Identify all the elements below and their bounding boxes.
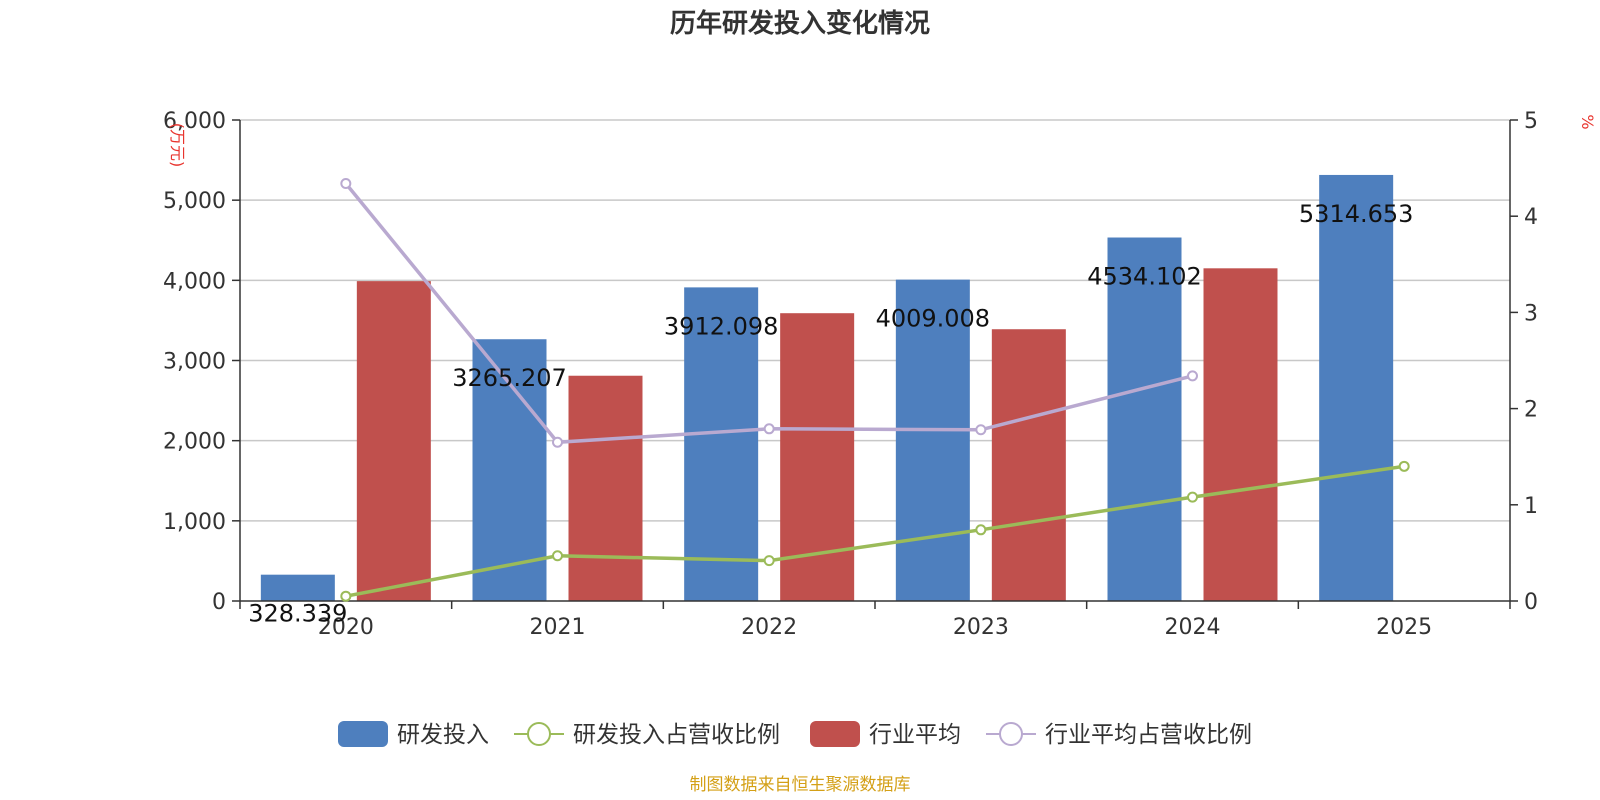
left-axis-unit: (万元) <box>168 123 187 168</box>
x-axis-tick-label: 2020 <box>318 615 374 640</box>
source-note: 制图数据来自恒生聚源数据库 <box>690 775 911 795</box>
data-labels: 328.339 3265.207 3912.098 4009.008 4534.102 5… <box>248 200 1413 628</box>
legend-label: 研发投入 <box>397 722 489 748</box>
line-point <box>1187 370 1198 382</box>
legend-swatch-marker <box>527 722 551 746</box>
bar-rd-investment <box>895 279 970 601</box>
right-axis-tick-label: 1 <box>1524 494 1538 519</box>
x-axis-tick-label: 2021 <box>530 615 586 640</box>
legend-swatch-bar <box>810 721 860 747</box>
bar-rd-investment <box>684 287 759 601</box>
legend: 研发投入 研发投入占营收比例 行业平均 行业平均占营收比例 <box>338 721 1252 748</box>
bar-industry-average <box>1203 268 1278 601</box>
line-marks <box>340 177 1410 602</box>
line-series-1 <box>345 464 1405 598</box>
line-point <box>975 524 987 536</box>
left-axis-tick-label: 3,000 <box>163 350 226 375</box>
bar-rd-investment <box>1319 174 1394 601</box>
legend-label: 行业平均占营收比例 <box>1045 722 1252 748</box>
right-axis-tick-label: 4 <box>1524 205 1538 230</box>
right-axis-unit: % <box>1578 114 1597 129</box>
line-point <box>1187 491 1198 503</box>
legend-label: 行业平均 <box>869 722 961 748</box>
x-axis-tick-label: 2022 <box>741 615 797 640</box>
left-axis-tick-label: 6,000 <box>163 109 226 134</box>
bar-data-label: 3912.098 <box>664 312 779 340</box>
right-axis-tick-label: 5 <box>1524 109 1538 134</box>
bar-data-label: 328.339 <box>248 600 347 628</box>
line-point <box>552 550 563 562</box>
bar-industry-average <box>991 329 1066 601</box>
gridlines <box>240 119 1510 522</box>
left-axis-tick-label: 2,000 <box>163 430 226 455</box>
bar-data-label: 4009.008 <box>876 305 991 333</box>
bar-rd-investment <box>260 574 335 601</box>
line-point <box>340 177 352 189</box>
bar-industry-average <box>356 281 431 601</box>
bar-marks <box>260 174 1394 601</box>
line-point <box>1398 460 1410 472</box>
line-point <box>763 423 775 435</box>
left-axis-tick-label: 5,000 <box>163 189 226 214</box>
bar-data-label: 3265.207 <box>452 364 567 392</box>
line-point <box>763 555 775 567</box>
line-point <box>552 436 563 448</box>
right-axis-tick-label: 2 <box>1524 398 1538 423</box>
bar-data-label: 4534.102 <box>1087 263 1202 291</box>
legend-swatch-bar <box>338 721 388 747</box>
axes: 0 1,000 2,000 3,000 4,000 5,000 6,000 0 1 2 3 4 5 202… <box>163 109 1538 640</box>
legend-label: 研发投入占营收比例 <box>573 722 780 748</box>
bar-industry-average <box>568 375 643 601</box>
left-axis-tick-label: 0 <box>212 590 226 615</box>
line-point <box>975 424 987 436</box>
bar-rd-investment <box>1107 237 1182 601</box>
right-axis-tick-label: 0 <box>1524 590 1538 615</box>
legend-swatch-marker <box>999 722 1023 746</box>
left-axis-tick-label: 1,000 <box>163 510 226 535</box>
right-axis-tick-label: 3 <box>1524 301 1538 326</box>
x-axis-tick-label: 2025 <box>1376 615 1432 640</box>
left-axis-tick-label: 4,000 <box>163 269 226 294</box>
line-point <box>340 590 352 602</box>
chart-title: 历年研发投入变化情况 <box>670 8 930 39</box>
bar-data-label: 5314.653 <box>1299 200 1414 228</box>
x-axis-tick-label: 2024 <box>1165 615 1221 640</box>
x-axis-tick-label: 2023 <box>953 615 1009 640</box>
